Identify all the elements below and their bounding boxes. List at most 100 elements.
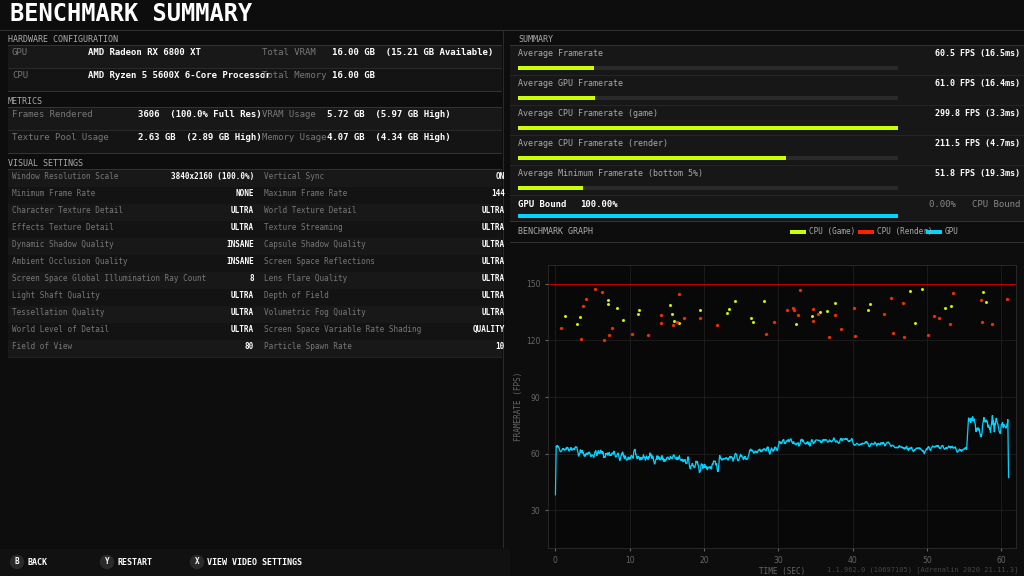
- Bar: [510, 105, 1024, 106]
- Bar: [8, 170, 502, 187]
- Text: NONE: NONE: [236, 189, 254, 198]
- Point: [666, 317, 682, 326]
- Text: Maximum Frame Rate: Maximum Frame Rate: [264, 189, 347, 198]
- Point: [984, 320, 1000, 329]
- Bar: [8, 272, 502, 273]
- Bar: [510, 76, 1024, 106]
- Y-axis label: FRAMERATE (FPS): FRAMERATE (FPS): [514, 372, 523, 441]
- Text: 211.5 FPS (4.7ms): 211.5 FPS (4.7ms): [935, 139, 1020, 148]
- Bar: [8, 289, 502, 306]
- Point: [862, 299, 879, 308]
- Text: INSANE: INSANE: [226, 257, 254, 266]
- Bar: [0, 0, 1024, 30]
- Bar: [510, 136, 1024, 166]
- Text: 1.1.962.0 (10697105) [Adrenalin 2020 21.11.3]: 1.1.962.0 (10697105) [Adrenalin 2020 21.…: [826, 566, 1018, 573]
- Text: 61.0 FPS (16.4ms): 61.0 FPS (16.4ms): [935, 79, 1020, 88]
- Bar: [518, 186, 583, 190]
- Bar: [8, 204, 502, 205]
- Point: [941, 319, 957, 328]
- Text: 16.00 GB  (15.21 GB Available): 16.00 GB (15.21 GB Available): [332, 48, 494, 57]
- Point: [998, 294, 1015, 304]
- Bar: [8, 221, 502, 222]
- Text: 10: 10: [496, 342, 505, 351]
- Point: [600, 300, 616, 309]
- Point: [821, 332, 838, 342]
- Text: ULTRA: ULTRA: [482, 257, 505, 266]
- Text: Texture Pool Usage: Texture Pool Usage: [12, 133, 109, 142]
- Point: [812, 308, 828, 317]
- Bar: [8, 238, 502, 255]
- Bar: [8, 153, 502, 154]
- Bar: [8, 187, 502, 188]
- Text: 80: 80: [245, 342, 254, 351]
- Bar: [8, 91, 502, 92]
- Text: METRICS: METRICS: [8, 97, 43, 106]
- Text: VIEW VIDEO SETTINGS: VIEW VIDEO SETTINGS: [207, 558, 302, 567]
- Bar: [510, 196, 1024, 222]
- Point: [914, 284, 931, 293]
- Point: [692, 305, 709, 314]
- Point: [665, 320, 681, 329]
- Text: Screen Space Global Illumination Ray Count: Screen Space Global Illumination Ray Cou…: [12, 274, 206, 283]
- Text: Average CPU Framerate (game): Average CPU Framerate (game): [518, 109, 658, 118]
- Bar: [8, 289, 502, 290]
- Text: Y: Y: [104, 558, 110, 567]
- Bar: [518, 126, 898, 130]
- Point: [653, 310, 670, 320]
- Point: [975, 287, 991, 296]
- Text: VISUAL SETTINGS: VISUAL SETTINGS: [8, 159, 83, 168]
- Point: [978, 298, 994, 307]
- Bar: [8, 272, 502, 289]
- Point: [810, 310, 826, 319]
- Circle shape: [100, 555, 114, 569]
- Bar: [8, 306, 502, 307]
- Bar: [510, 45, 1024, 46]
- Point: [574, 301, 591, 310]
- Text: GPU Bound: GPU Bound: [518, 200, 566, 209]
- Text: INSANE: INSANE: [226, 240, 254, 249]
- Bar: [8, 204, 502, 221]
- Text: 51.8 FPS (19.3ms): 51.8 FPS (19.3ms): [935, 169, 1020, 178]
- Text: Average Minimum Framerate (bottom 5%): Average Minimum Framerate (bottom 5%): [518, 169, 703, 178]
- Point: [784, 303, 801, 312]
- Text: Frames Rendered: Frames Rendered: [12, 110, 92, 119]
- Bar: [8, 187, 502, 204]
- Point: [664, 309, 680, 318]
- Point: [553, 323, 569, 332]
- Text: Effects Texture Detail: Effects Texture Detail: [12, 223, 114, 232]
- Text: Memory Usage: Memory Usage: [262, 133, 327, 142]
- Text: Vertical Sync: Vertical Sync: [264, 172, 325, 181]
- Text: ULTRA: ULTRA: [482, 206, 505, 215]
- Point: [568, 320, 585, 329]
- Text: ULTRA: ULTRA: [482, 308, 505, 317]
- Text: ULTRA: ULTRA: [482, 291, 505, 300]
- Text: Volumetric Fog Quality: Volumetric Fog Quality: [264, 308, 366, 317]
- Point: [927, 312, 943, 321]
- Text: 2.63 GB  (2.89 GB High): 2.63 GB (2.89 GB High): [138, 133, 261, 142]
- Point: [557, 312, 573, 321]
- Point: [593, 288, 609, 297]
- Point: [943, 301, 959, 310]
- Text: ULTRA: ULTRA: [230, 206, 254, 215]
- Bar: [858, 230, 874, 234]
- Text: World Texture Detail: World Texture Detail: [264, 206, 356, 215]
- Bar: [518, 126, 898, 130]
- Text: X: X: [195, 558, 200, 567]
- Bar: [518, 96, 595, 100]
- Point: [671, 290, 687, 299]
- Bar: [8, 340, 502, 357]
- Bar: [8, 306, 502, 323]
- Bar: [8, 221, 502, 238]
- Point: [876, 309, 892, 319]
- X-axis label: TIME (SEC): TIME (SEC): [759, 567, 805, 576]
- Text: BENCHMARK GRAPH: BENCHMARK GRAPH: [518, 227, 593, 236]
- Text: QUALITY: QUALITY: [473, 325, 505, 334]
- Point: [573, 334, 590, 343]
- Circle shape: [10, 555, 24, 569]
- Text: 8: 8: [250, 274, 254, 283]
- Text: ULTRA: ULTRA: [482, 240, 505, 249]
- Bar: [8, 255, 502, 256]
- Text: Screen Space Variable Rate Shading: Screen Space Variable Rate Shading: [264, 325, 421, 334]
- Text: ULTRA: ULTRA: [482, 223, 505, 232]
- Text: BENCHMARK SUMMARY: BENCHMARK SUMMARY: [10, 2, 252, 26]
